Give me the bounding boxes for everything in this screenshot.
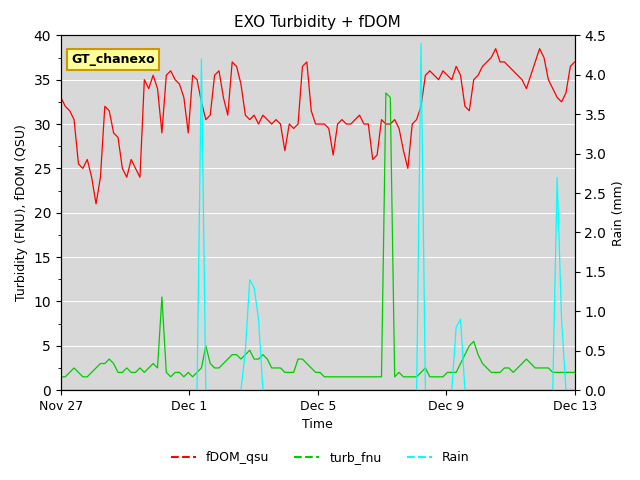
Y-axis label: Rain (mm): Rain (mm) (612, 180, 625, 246)
fDOM_qsu (465, 108, 473, 114)
turb_fnu (114, 370, 122, 375)
turb_fnu (571, 370, 579, 375)
Line: Rain: Rain (61, 43, 575, 390)
Rain (163, 387, 170, 393)
turb_fnu (382, 90, 390, 96)
Rain (413, 387, 420, 393)
Y-axis label: Turbidity (FNU), fDOM (QSU): Turbidity (FNU), fDOM (QSU) (15, 124, 28, 301)
Title: EXO Turbidity + fDOM: EXO Turbidity + fDOM (234, 15, 401, 30)
Rain (233, 387, 241, 393)
Rain (465, 387, 473, 393)
Legend: fDOM_qsu, turb_fnu, Rain: fDOM_qsu, turb_fnu, Rain (166, 446, 474, 469)
Rain (417, 40, 425, 46)
fDOM_qsu (492, 46, 499, 51)
fDOM_qsu (417, 103, 425, 109)
fDOM_qsu (237, 81, 244, 87)
Rain (571, 387, 579, 393)
Line: fDOM_qsu: fDOM_qsu (61, 48, 575, 204)
Text: GT_chanexo: GT_chanexo (71, 53, 155, 66)
turb_fnu (233, 352, 241, 358)
turb_fnu (465, 343, 473, 348)
Rain (114, 387, 122, 393)
fDOM_qsu (457, 72, 465, 78)
fDOM_qsu (118, 166, 126, 171)
Rain (57, 387, 65, 393)
Line: turb_fnu: turb_fnu (61, 93, 575, 377)
X-axis label: Time: Time (303, 419, 333, 432)
turb_fnu (57, 374, 65, 380)
fDOM_qsu (167, 68, 175, 74)
turb_fnu (417, 370, 425, 375)
fDOM_qsu (57, 95, 65, 100)
fDOM_qsu (92, 201, 100, 207)
Rain (457, 316, 465, 322)
turb_fnu (457, 360, 465, 366)
turb_fnu (163, 370, 170, 375)
fDOM_qsu (571, 59, 579, 65)
